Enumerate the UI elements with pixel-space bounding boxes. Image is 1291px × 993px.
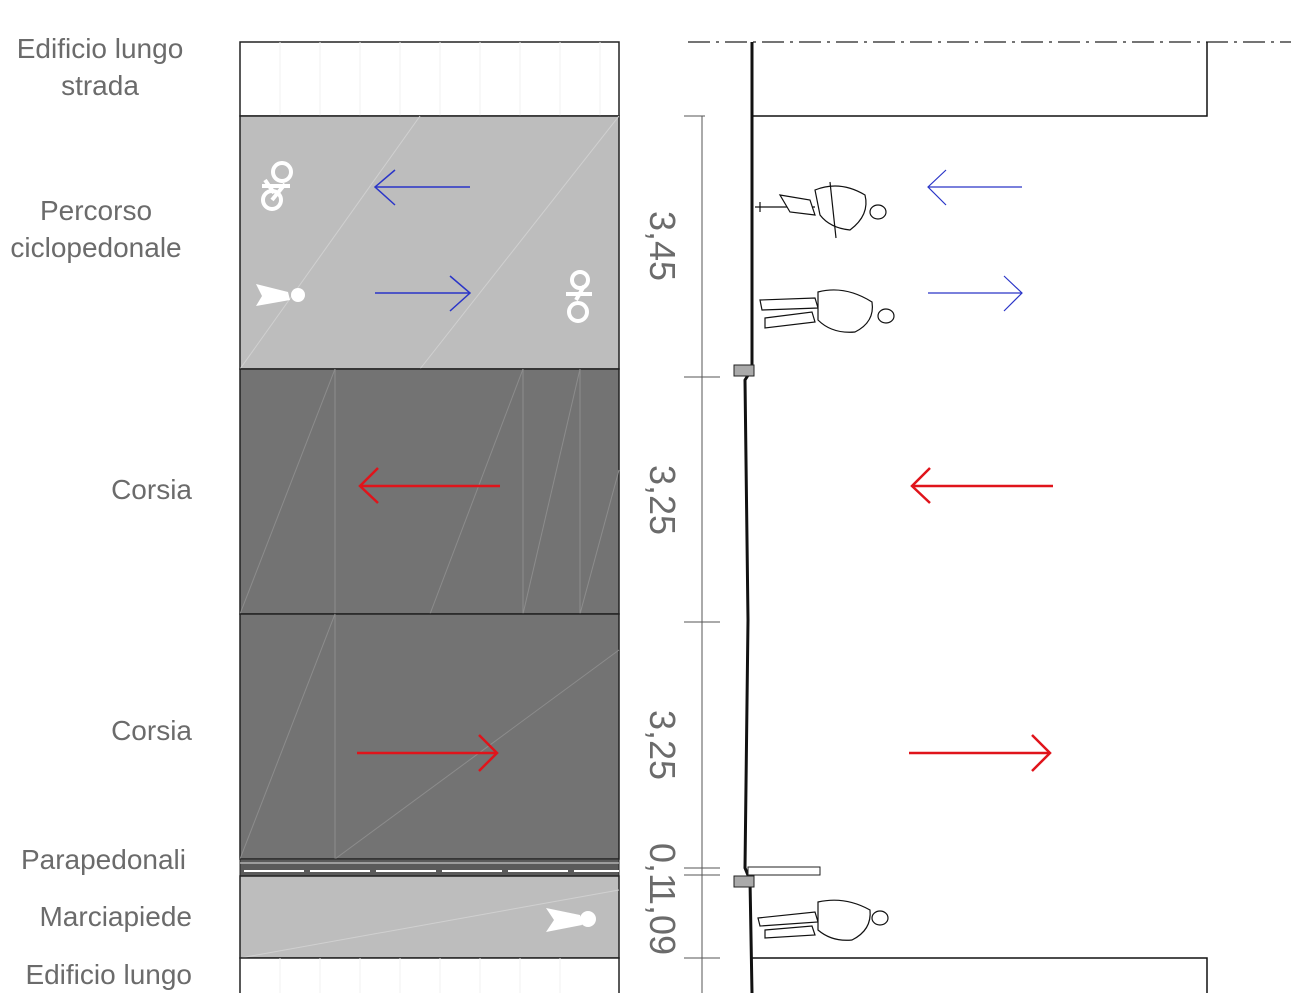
curb-bottom (733, 875, 755, 888)
walking-person-figure (757, 899, 889, 941)
bicycle-icon (566, 270, 592, 323)
curb-top (733, 364, 755, 377)
label-guardrail: Parapedonali (21, 844, 186, 875)
pedestrian-icon (256, 284, 305, 306)
label-building-top-line2: strada (61, 70, 139, 101)
label-lane-2: Corsia (111, 715, 192, 746)
arrow-right-icon (357, 734, 499, 772)
label-bike-path-line1: Percorso (40, 195, 152, 226)
dimension-lane-1: 3,25 (642, 465, 683, 535)
dimension-guardrail: 0,1 (642, 843, 683, 893)
building-bottom-plan (239, 957, 620, 993)
guardrail-plan (239, 858, 620, 877)
arrow-left-icon (927, 169, 1022, 206)
arrow-right-icon (375, 275, 472, 312)
cyclist-figure (755, 181, 887, 239)
arrow-left-icon (358, 467, 500, 504)
label-building-bottom: Edificio lungo (25, 959, 192, 990)
pedestrian-icon (546, 908, 596, 932)
dimension-sidewalk: 1,09 (642, 885, 683, 955)
label-building-top-line1: Edificio lungo (17, 33, 184, 64)
arrow-right-icon (928, 275, 1023, 312)
plan-view (239, 41, 620, 993)
guardrail-section (747, 866, 821, 876)
label-lane-1: Corsia (111, 474, 192, 505)
arrow-left-icon (373, 169, 470, 206)
lane-1-plan (239, 368, 620, 615)
label-bike-path-line2: ciclopedonale (10, 232, 181, 263)
arrow-right-icon (909, 734, 1052, 772)
dimension-bike-path: 3,45 (642, 211, 683, 281)
dimension-line (684, 115, 720, 993)
label-sidewalk: Marciapiede (39, 901, 192, 932)
cross-section (688, 41, 1291, 993)
dimension-lane-2: 3,25 (642, 710, 683, 780)
lane-2-plan (239, 613, 620, 860)
walking-person-figure (759, 289, 895, 333)
building-top-plan (239, 41, 620, 117)
arrow-left-icon (910, 467, 1053, 504)
bicycle-icon (261, 161, 293, 211)
bike-path-plan (239, 115, 620, 370)
